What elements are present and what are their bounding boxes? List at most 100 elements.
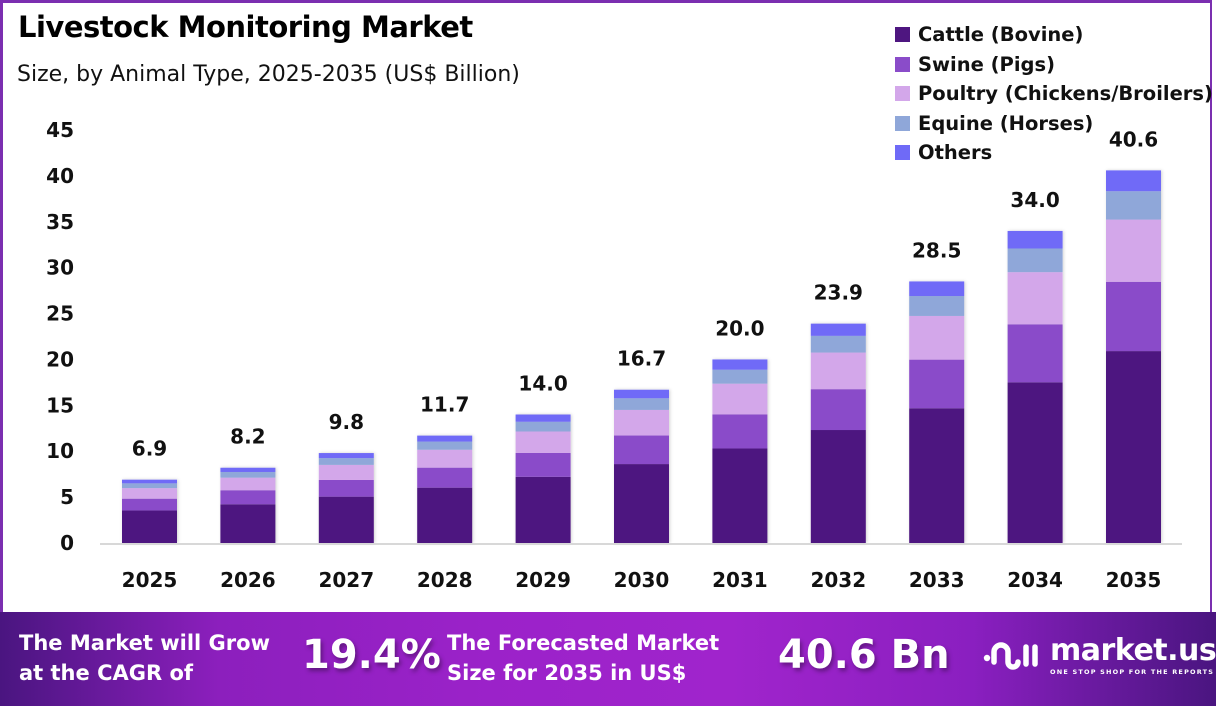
bars: [122, 170, 1161, 543]
bar-segment-swine[interactable]: [122, 498, 177, 511]
market-us-logo[interactable]: market.us ONE STOP SHOP FOR THE REPORTS: [982, 636, 1216, 676]
y-tick-label: 25: [46, 302, 74, 326]
legend-swatch-poultry: [895, 86, 910, 102]
bar-segment-equine[interactable]: [1007, 248, 1063, 273]
x-tick-label: 2030: [614, 568, 670, 592]
bar-segment-others[interactable]: [220, 467, 276, 472]
bar-segment-others[interactable]: [1007, 230, 1063, 249]
bar-stack-2034: [1007, 230, 1063, 543]
bar-segment-equine[interactable]: [122, 483, 177, 489]
bar-segment-poultry[interactable]: [220, 477, 276, 491]
bar-segment-cattle[interactable]: [614, 464, 669, 543]
bar-segment-swine[interactable]: [318, 479, 374, 497]
bar-segment-cattle[interactable]: [810, 430, 866, 543]
bar-segment-cattle[interactable]: [515, 476, 571, 543]
bar-segment-poultry[interactable]: [417, 449, 473, 468]
bar-stack-2032: [810, 323, 866, 543]
bar-segment-cattle[interactable]: [318, 496, 374, 543]
bar-segment-poultry[interactable]: [909, 315, 965, 360]
legend-item-others[interactable]: Others: [895, 138, 1213, 168]
bar-segment-others[interactable]: [909, 281, 965, 297]
bar-segment-cattle[interactable]: [122, 510, 177, 543]
legend-label: Cattle (Bovine): [918, 23, 1084, 47]
bar-segment-others[interactable]: [122, 479, 177, 484]
legend: Cattle (Bovine) Swine (Pigs) Poultry (Ch…: [895, 20, 1213, 168]
legend-label: Equine (Horses): [918, 111, 1094, 135]
bar-stack-2031: [712, 359, 768, 543]
legend-label: Others: [918, 141, 993, 165]
bar-segment-equine[interactable]: [712, 369, 768, 384]
logo-name: market.us: [1050, 633, 1216, 668]
bar-segment-swine[interactable]: [417, 467, 473, 488]
bar-segment-equine[interactable]: [515, 421, 571, 432]
bar-segment-equine[interactable]: [318, 458, 374, 465]
bar-segment-others[interactable]: [810, 323, 866, 336]
bar-segment-others[interactable]: [614, 389, 669, 399]
bar-stack-2026: [220, 467, 276, 543]
bar-segment-others[interactable]: [318, 453, 374, 459]
legend-item-poultry[interactable]: Poultry (Chickens/Broilers): [895, 79, 1213, 109]
legend-label: Poultry (Chickens/Broilers): [918, 82, 1213, 106]
forecast-value: 40.6 Bn: [778, 632, 950, 678]
legend-swatch-equine: [895, 115, 910, 131]
bar-segment-cattle[interactable]: [1007, 382, 1063, 543]
bar-segment-cattle[interactable]: [909, 408, 965, 543]
bar-segment-equine[interactable]: [417, 441, 473, 450]
bar-segment-others[interactable]: [712, 359, 768, 370]
bar-segment-cattle[interactable]: [712, 448, 768, 543]
total-data-label: 14.0: [518, 372, 567, 396]
cagr-caption-line1: The Market will Grow: [19, 631, 270, 655]
bar-segment-poultry[interactable]: [515, 431, 571, 453]
x-tick-label: 2033: [909, 568, 965, 592]
bar-segment-equine[interactable]: [220, 471, 276, 478]
forecast-caption: The Forecasted Market Size for 2035 in U…: [447, 628, 719, 688]
bar-segment-swine[interactable]: [712, 414, 768, 449]
bar-segment-poultry[interactable]: [1106, 219, 1161, 282]
bar-segment-poultry[interactable]: [122, 488, 177, 499]
total-data-label: 20.0: [715, 316, 764, 340]
legend-swatch-swine: [895, 56, 910, 72]
bar-segment-others[interactable]: [417, 435, 473, 442]
y-tick-label: 15: [46, 393, 74, 417]
bar-segment-equine[interactable]: [909, 296, 965, 316]
bar-segment-others[interactable]: [1106, 170, 1161, 192]
bar-segment-poultry[interactable]: [614, 409, 669, 436]
forecast-caption-line2: Size for 2035 in US$: [447, 661, 687, 685]
bar-segment-swine[interactable]: [909, 359, 965, 409]
bar-segment-poultry[interactable]: [318, 464, 374, 480]
x-tick-label: 2026: [220, 568, 276, 592]
bar-segment-poultry[interactable]: [712, 383, 768, 415]
legend-item-equine[interactable]: Equine (Horses): [895, 109, 1213, 139]
bar-stack-2029: [515, 414, 571, 543]
bar-stack-2035: [1106, 170, 1161, 543]
bar-segment-swine[interactable]: [515, 452, 571, 477]
legend-swatch-others: [895, 145, 910, 161]
bar-segment-swine[interactable]: [810, 389, 866, 431]
legend-item-cattle[interactable]: Cattle (Bovine): [895, 20, 1213, 50]
bar-segment-poultry[interactable]: [810, 352, 866, 390]
bar-stack-2028: [417, 435, 473, 543]
bar-segment-cattle[interactable]: [1106, 351, 1161, 543]
total-data-label: 34.0: [1010, 188, 1059, 212]
y-tick-label: 10: [46, 439, 74, 463]
bar-segment-swine[interactable]: [614, 435, 669, 465]
bar-segment-swine[interactable]: [1106, 281, 1161, 352]
bar-segment-swine[interactable]: [1007, 324, 1063, 383]
bar-segment-others[interactable]: [515, 414, 571, 422]
bar-segment-poultry[interactable]: [1007, 272, 1063, 325]
bar-segment-equine[interactable]: [1106, 191, 1161, 220]
x-tick-label: 2027: [318, 568, 374, 592]
cagr-value: 19.4%: [302, 632, 441, 678]
bar-segment-swine[interactable]: [220, 490, 276, 505]
legend-item-swine[interactable]: Swine (Pigs): [895, 50, 1213, 80]
bar-segment-cattle[interactable]: [417, 487, 473, 543]
bar-segment-equine[interactable]: [614, 398, 669, 410]
total-data-label: 28.5: [912, 238, 961, 262]
bar-segment-cattle[interactable]: [220, 504, 276, 543]
bar-stack-2027: [318, 453, 374, 543]
x-tick-label: 2025: [122, 568, 178, 592]
y-tick-label: 30: [46, 256, 74, 280]
bar-segment-equine[interactable]: [810, 335, 866, 353]
total-data-label: 40.6: [1109, 127, 1158, 151]
